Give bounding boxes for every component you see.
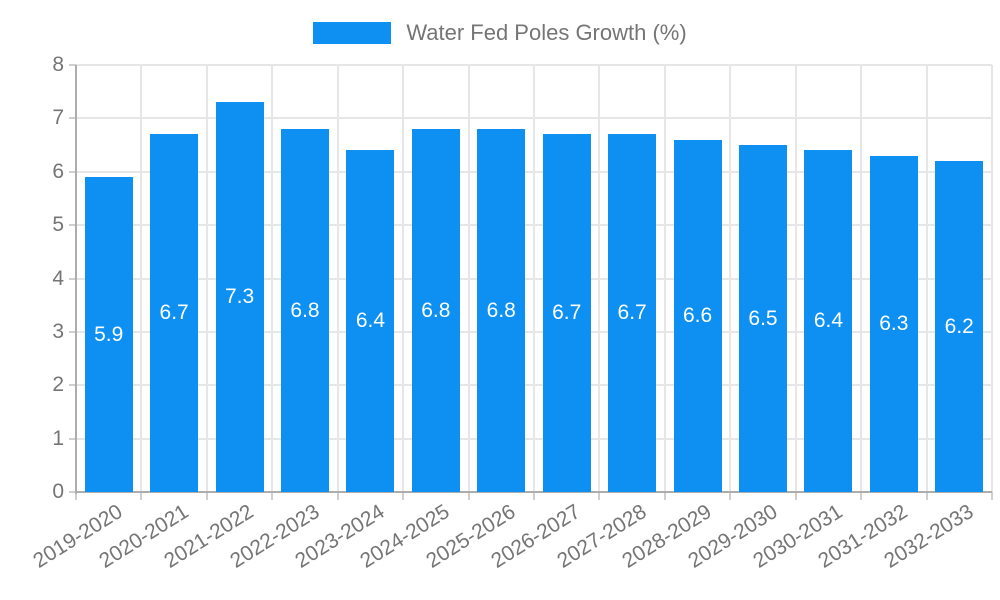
gridline-vertical: [336, 65, 339, 492]
gridline-vertical: [271, 65, 274, 492]
y-axis-line: [75, 65, 77, 494]
gridline-vertical: [860, 65, 863, 492]
x-axis-tick: [794, 492, 797, 500]
y-axis-tick-label: 8: [52, 53, 64, 76]
y-axis-tick: [69, 64, 76, 66]
gridline-vertical: [467, 65, 470, 492]
gridline-vertical: [402, 65, 405, 492]
bar-value-label: 6.8: [486, 298, 516, 322]
y-axis-tick: [69, 330, 76, 333]
x-axis-tick: [336, 492, 339, 500]
legend-swatch: [313, 22, 392, 44]
gridline-vertical: [663, 65, 666, 492]
x-axis-line: [76, 491, 992, 493]
bar[interactable]: 6.6: [673, 139, 722, 492]
y-axis-tick: [69, 117, 76, 120]
y-axis-tick-label: 1: [52, 426, 64, 450]
bar-value-label: 6.7: [617, 301, 647, 325]
bar-value-label: 5.9: [94, 322, 124, 346]
legend: Water Fed Poles Growth (%): [0, 20, 1000, 46]
bar[interactable]: 6.3: [869, 155, 918, 492]
x-axis-tick: [205, 492, 208, 500]
bar[interactable]: 6.7: [542, 134, 591, 492]
x-axis-tick: [860, 492, 863, 500]
bar-value-label: 6.4: [355, 309, 386, 333]
x-axis-tick: [402, 492, 405, 500]
x-axis-tick: [925, 492, 928, 500]
bar[interactable]: 6.4: [346, 150, 395, 492]
bar[interactable]: 6.8: [281, 129, 329, 492]
y-axis-tick-label: 4: [52, 266, 64, 290]
bar[interactable]: 6.8: [411, 129, 460, 492]
x-axis-tick: [533, 492, 535, 500]
bar-value-label: 6.5: [748, 306, 778, 330]
bar-value-label: 6.6: [682, 303, 713, 327]
x-axis-tick: [271, 492, 274, 500]
bar-value-label: 6.8: [421, 298, 451, 322]
bar-value-label: 7.3: [224, 285, 255, 309]
y-axis-tick-label: 3: [52, 319, 64, 343]
bar-value-label: 6.8: [290, 298, 320, 322]
bar[interactable]: 6.4: [804, 150, 853, 492]
bar-value-label: 6.2: [944, 314, 974, 338]
y-axis-tick-label: 2: [52, 373, 64, 397]
x-axis-tick: [140, 492, 143, 500]
x-axis-tick: [75, 492, 77, 500]
bar[interactable]: 6.2: [935, 161, 984, 492]
gridline-vertical: [991, 65, 993, 492]
y-axis-tick: [69, 224, 76, 227]
bar-value-label: 6.7: [552, 301, 582, 325]
y-axis-tick-label: 5: [52, 213, 64, 237]
bar[interactable]: 7.3: [215, 102, 264, 492]
x-axis-tick: [991, 492, 993, 500]
gridline-vertical: [533, 65, 535, 492]
y-axis-tick: [69, 491, 76, 493]
gridline-vertical: [925, 65, 928, 492]
y-axis-tick: [69, 437, 76, 440]
y-axis-tick-label: 0: [52, 480, 64, 503]
bar-value-label: 6.7: [159, 301, 189, 325]
legend-item[interactable]: Water Fed Poles Growth (%): [313, 20, 687, 46]
x-axis-tick: [729, 492, 732, 500]
y-axis-tick: [69, 170, 76, 173]
gridline-vertical: [598, 65, 601, 492]
x-axis-tick: [598, 492, 601, 500]
bar[interactable]: 6.7: [150, 134, 199, 492]
legend-label: Water Fed Poles Growth (%): [406, 20, 687, 45]
y-axis-tick: [69, 277, 76, 280]
x-axis-tick: [663, 492, 666, 500]
bar[interactable]: 6.5: [739, 145, 787, 492]
y-axis-tick-label: 6: [52, 159, 64, 183]
gridline-vertical: [729, 65, 732, 492]
gridline-vertical: [794, 65, 797, 492]
gridline-vertical: [140, 65, 143, 492]
bar-value-label: 6.3: [879, 311, 909, 335]
x-axis-tick: [467, 492, 470, 500]
bar[interactable]: 6.8: [477, 129, 526, 492]
bar[interactable]: 5.9: [84, 177, 133, 492]
y-axis-tick-label: 7: [52, 106, 64, 130]
gridline-vertical: [205, 65, 208, 492]
y-axis-tick: [69, 384, 76, 387]
bar-value-label: 6.4: [813, 309, 844, 333]
bar[interactable]: 6.7: [608, 134, 657, 492]
